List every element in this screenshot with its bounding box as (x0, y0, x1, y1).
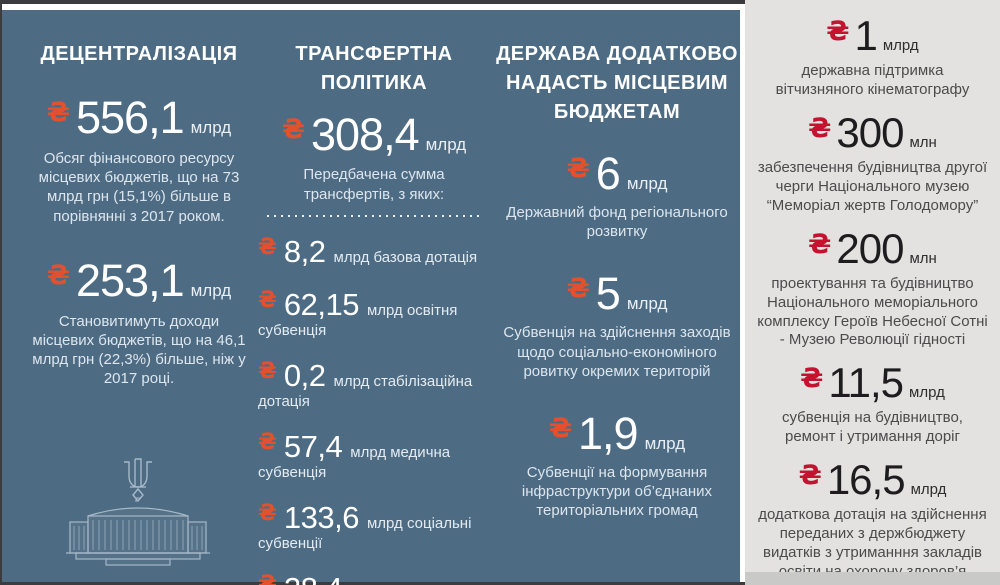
decentralization-title: ДЕЦЕНТРАЛІЗАЦІЯ (40, 43, 238, 65)
project-description: додаткова дотація на здійснення передани… (758, 506, 987, 580)
stat-unit: млрд (190, 118, 232, 137)
transfer-label: млрд освітня субвенція (258, 301, 458, 340)
stat-unit: млрд (644, 433, 686, 453)
hryvnia-icon: ₴ (258, 571, 277, 585)
transfer-item-education-subvention: ₴ 62,15 млрд освітня субвенція (258, 287, 490, 341)
project-unit: млн (909, 249, 937, 267)
hryvnia-icon: ₴ (826, 16, 850, 47)
stat-value: 556,1 (75, 92, 185, 143)
project-unit: млн (909, 133, 937, 151)
hryvnia-icon: ₴ (808, 228, 832, 260)
hryvnia-icon: ₴ (798, 460, 822, 492)
transfer-item-social-subventions: ₴ 133,6 млрд соціальні субвенції (258, 500, 490, 554)
state-additional-title: ДЕРЖАВА ДОДАТКОВО НАДАСТЬ МІСЦЕВИМ БЮДЖЕ… (496, 43, 738, 123)
transfer-item-base-grant: ₴ 8,2 млрд базова дотація (258, 234, 490, 270)
hryvnia-icon: ₴ (281, 114, 305, 145)
transfer-label: млрд соціальні субвенції (258, 514, 472, 553)
project-education-health-grant: ₴ 16,5 млрд додаткова дотація на здійсненн… (745, 458, 1000, 582)
project-description: проектування та будівництво Національног… (757, 274, 988, 349)
stat-unit: млрд (190, 280, 232, 300)
stat-unit: млрд (626, 174, 668, 193)
transfer-value: 8,2 (283, 234, 326, 269)
hryvnia-icon: ₴ (258, 287, 277, 313)
stat-value: 1,9 (578, 407, 639, 459)
decentralization-column: ДЕЦЕНТРАЛІЗАЦІЯ ₴ 556,1 млрд Обсяг фінансо… (30, 40, 248, 389)
stat-description: Субвенції на формування інфраструктури о… (521, 463, 713, 520)
stat-description: Державний фонд регіонального розвитку (506, 204, 728, 241)
transfer-value: 62,15 (283, 286, 360, 322)
hryvnia-icon: ₴ (566, 273, 590, 305)
hryvnia-icon: ₴ (258, 358, 277, 384)
project-value: 1 (854, 12, 878, 59)
transfer-value: 133,6 (283, 499, 360, 535)
transfer-label: млрд базова дотація (333, 249, 478, 266)
transfer-value: 0,2 (283, 357, 326, 393)
transfer-policy-column: ТРАНСФЕРТНА ПОЛІТИКА ₴ 308,4 млрд Передбач… (258, 40, 490, 585)
hryvnia-icon: ₴ (46, 259, 70, 291)
gray-panel-footer (745, 572, 1000, 585)
project-unit: млрд (909, 384, 945, 402)
stat-description: Субвенція на здійснення заходів щодо соц… (503, 324, 731, 380)
project-value: 16,5 (826, 456, 906, 504)
project-value: 300 (836, 108, 904, 156)
trident-icon (124, 458, 152, 503)
stat-unit: млрд (626, 294, 668, 314)
project-heavenly-hundred-memorial: ₴ 200 млн проектування та будівництво Наці… (745, 224, 1000, 351)
project-description: субвенція на будівництво, ремонт і утрим… (782, 409, 963, 446)
stat-local-budget-income: ₴ 253,1 млрд Становитимуть доходи місцевих… (30, 258, 248, 389)
state-additional-column: ДЕРЖАВА ДОДАТКОВО НАДАСТЬ МІСЦЕВИМ БЮДЖЕ… (496, 40, 738, 521)
stat-description: Обсяг фінансового ресурсу місцевих бюдже… (38, 150, 240, 225)
transfer-value: 57,4 (283, 428, 343, 464)
transfer-label: млрд стабілізаційна дотація (258, 372, 473, 411)
project-description: державна підтримка вітчизняного кінемато… (775, 62, 970, 98)
bottom-window-edge (0, 582, 745, 585)
stat-infrastructure-subvention: ₴ 1,9 млрд Субвенції на формування інфраст… (496, 411, 738, 521)
hryvnia-icon: ₴ (46, 97, 70, 128)
hryvnia-icon: ₴ (258, 235, 277, 260)
parliament-building-icon (66, 458, 210, 566)
transfer-value: 28,4 (284, 571, 343, 585)
project-cinema-support: ₴ 1 млрд державна підтримка вітчизняного к… (745, 12, 1000, 100)
stat-description: Становитимуть доходи місцевих бюджетів, … (32, 312, 246, 388)
project-roads-subvention: ₴ 11,5 млрд субвенція на будівництво, ремо… (745, 361, 1000, 447)
hryvnia-icon: ₴ (548, 412, 573, 444)
transfer-item-stabilization-grant: ₴ 0,2 млрд стабілізаційна дотація (258, 358, 490, 412)
stat-socioeconomic-subvention: ₴ 5 млрд Субвенція на здійснення заходів щ… (496, 271, 738, 381)
top-window-edge (0, 0, 745, 4)
stat-value: 253,1 (75, 254, 185, 306)
transfer-policy-title: ТРАНСФЕРТНА ПОЛІТИКА (295, 43, 453, 94)
project-description: забезпечення будівництва другої черги На… (757, 158, 988, 214)
transfer-item-medical-subvention: ₴ 57,4 млрд медична субвенція (258, 429, 490, 483)
project-unit: млрд (910, 481, 947, 499)
stat-value: 5 (595, 268, 621, 320)
stat-unit: млрд (425, 135, 467, 154)
project-value: 11,5 (828, 359, 904, 407)
project-unit: млрд (882, 37, 919, 54)
stat-local-budget-resource: ₴ 556,1 млрд Обсяг фінансового ресурсу міс… (30, 95, 248, 226)
left-window-edge (0, 0, 2, 585)
main-blue-panel: ДЕЦЕНТРАЛІЗАЦІЯ ₴ 556,1 млрд Обсяг фінансо… (2, 10, 740, 585)
stat-value: 308,4 (310, 109, 420, 160)
hryvnia-icon: ₴ (808, 112, 832, 144)
stat-transfers-total: ₴ 308,4 млрд (258, 112, 490, 157)
state-projects-panel: ₴ 1 млрд державна підтримка вітчизняного к… (745, 0, 1000, 580)
dotted-separator (267, 215, 481, 217)
stat-value: 6 (595, 148, 621, 199)
hryvnia-icon: ₴ (566, 153, 590, 184)
hryvnia-icon: ₴ (800, 363, 824, 395)
hryvnia-icon: ₴ (258, 429, 277, 455)
transfer-label: млрд медична субвенція (258, 443, 451, 482)
project-value: 200 (836, 224, 904, 272)
transfers-subtitle: Передбачена сумма трансфертів, з яких: (303, 166, 445, 203)
stat-regional-development-fund: ₴ 6 млрд Державний фонд регіонального розв… (496, 151, 738, 241)
hryvnia-icon: ₴ (258, 500, 277, 526)
project-holodomor-museum: ₴ 300 млн забезпечення будівництва другої … (745, 108, 1000, 216)
